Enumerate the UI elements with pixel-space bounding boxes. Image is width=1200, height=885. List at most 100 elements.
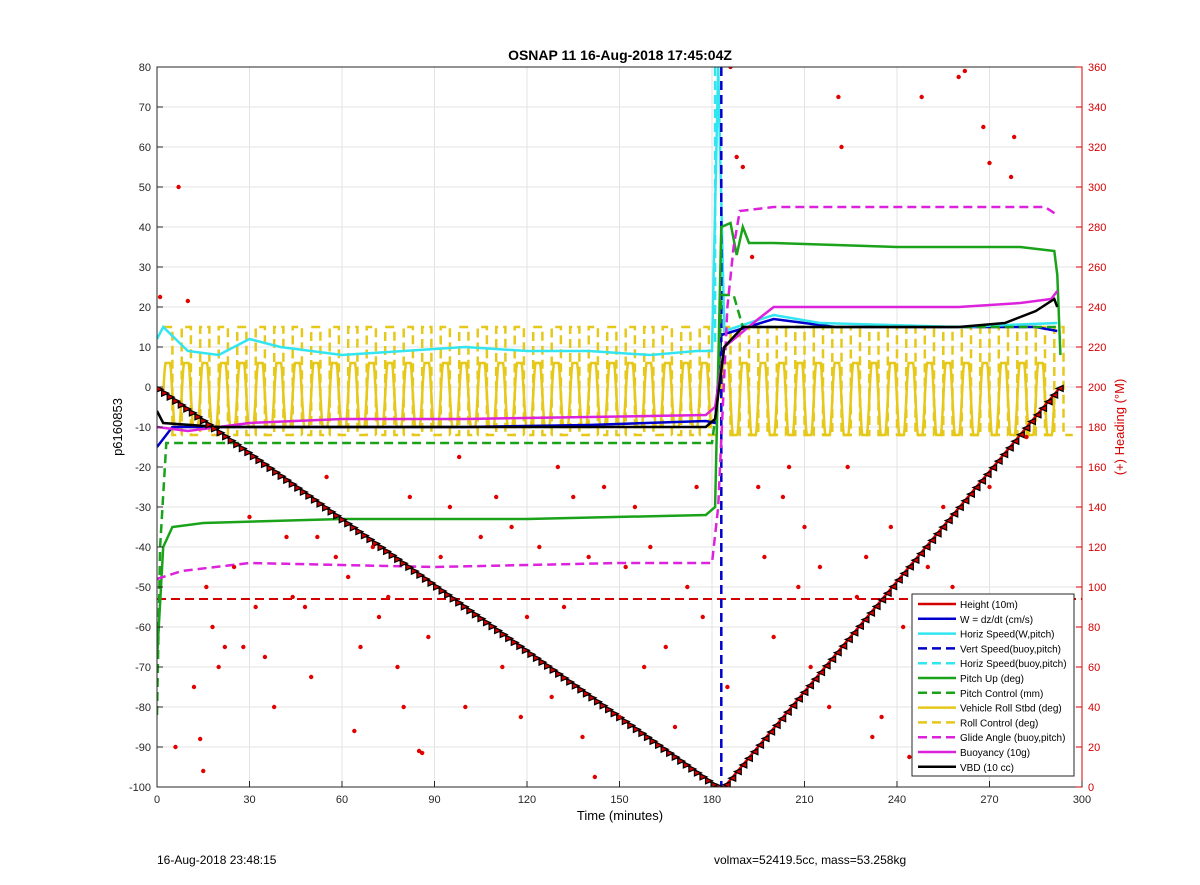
heading-point [500, 664, 505, 670]
heading-point [879, 714, 884, 720]
height-marker [754, 741, 765, 750]
height-marker [666, 749, 676, 758]
height-marker [671, 753, 681, 762]
height-marker [682, 761, 692, 769]
height-marker [910, 556, 920, 565]
height-marker [355, 527, 365, 536]
y2-tick-label: 160 [1088, 462, 1106, 474]
height-marker [960, 496, 970, 505]
footer-info: volmax=52419.5cc, mass=53.258kg [714, 853, 907, 867]
height-marker [421, 575, 432, 583]
height-marker [566, 678, 576, 686]
heading-point [888, 524, 894, 530]
height-marker [316, 500, 326, 508]
heading-point [401, 704, 406, 710]
height-marker [288, 480, 298, 489]
height-marker [577, 685, 587, 694]
height-marker [482, 618, 493, 627]
heading-point [376, 614, 382, 620]
height-marker [660, 745, 670, 754]
height-marker [854, 622, 864, 631]
y2-tick-label: 280 [1088, 222, 1106, 234]
height-marker [899, 569, 909, 578]
height-marker [383, 547, 393, 556]
heading-point [438, 554, 443, 560]
y-tick-label: 70 [139, 102, 151, 114]
heading-point [907, 754, 912, 760]
series-line-9 [157, 205, 1058, 581]
heading-point [537, 544, 542, 550]
heading-point [302, 604, 308, 610]
heading-point [941, 504, 946, 510]
series-line-10 [157, 290, 1059, 433]
height-marker [610, 709, 620, 718]
height-marker [766, 728, 776, 736]
y-tick-label: -80 [135, 702, 151, 714]
height-marker [1049, 391, 1059, 399]
height-marker [849, 628, 859, 637]
heading-point [786, 464, 792, 470]
height-marker [360, 531, 370, 540]
legend-label: Buoyancy (10g) [960, 748, 1030, 759]
x-tick-label: 210 [795, 794, 813, 806]
height-marker [532, 654, 543, 663]
heading-point [216, 664, 221, 670]
y2-tick-label: 300 [1088, 182, 1106, 194]
height-marker [233, 440, 243, 449]
legend-label: Pitch Up (deg) [960, 674, 1024, 685]
y-tick-label: 10 [139, 342, 151, 354]
height-marker [1026, 417, 1037, 426]
height-marker [477, 614, 487, 623]
height-marker [860, 615, 870, 624]
height-marker [743, 754, 753, 763]
height-marker [904, 562, 914, 571]
x-tick-label: 0 [154, 794, 160, 806]
height-marker [227, 436, 237, 445]
x-tick-label: 180 [703, 794, 721, 806]
heading-point [358, 644, 363, 650]
height-marker [388, 551, 398, 560]
height-marker [816, 668, 826, 677]
heading-point [241, 644, 246, 650]
height-marker [649, 737, 659, 746]
legend-label: Pitch Control (mm) [960, 689, 1043, 700]
height-marker [410, 567, 420, 576]
plot-area [157, 67, 1082, 787]
heading-point [407, 494, 413, 500]
height-marker [222, 432, 232, 441]
height-marker [549, 666, 559, 674]
chart-title: OSNAP 11 16-Aug-2018 17:45:04Z [508, 47, 732, 63]
height-marker [727, 774, 737, 783]
height-marker [305, 492, 315, 500]
heading-point [592, 774, 598, 780]
y-tick-label: -10 [135, 422, 151, 434]
y2-tick-label: 220 [1088, 342, 1106, 354]
series-line-2 [157, 67, 1058, 357]
heading-point [284, 534, 289, 540]
height-marker [693, 769, 703, 777]
height-marker [188, 409, 198, 417]
height-marker [449, 594, 459, 603]
heading-point [987, 160, 992, 166]
height-marker [588, 693, 598, 702]
heading-point [231, 564, 237, 570]
height-marker [654, 741, 665, 750]
heading-point [663, 644, 668, 650]
legend-label: Vehicle Roll Stbd (deg) [960, 704, 1062, 715]
heading-point [617, 714, 622, 720]
height-marker [1004, 444, 1014, 452]
height-marker [999, 450, 1009, 459]
height-marker [688, 765, 698, 773]
height-marker [260, 460, 271, 469]
heading-point [586, 554, 591, 560]
heading-point [222, 644, 228, 650]
heading-point [685, 584, 690, 590]
height-marker [643, 733, 654, 742]
heading-point [641, 664, 647, 670]
heading-point [771, 634, 776, 640]
height-marker [976, 477, 987, 485]
height-marker [471, 610, 481, 619]
legend-label: Roll Control (deg) [960, 718, 1038, 729]
heading-point [426, 634, 431, 640]
height-marker [749, 747, 759, 756]
